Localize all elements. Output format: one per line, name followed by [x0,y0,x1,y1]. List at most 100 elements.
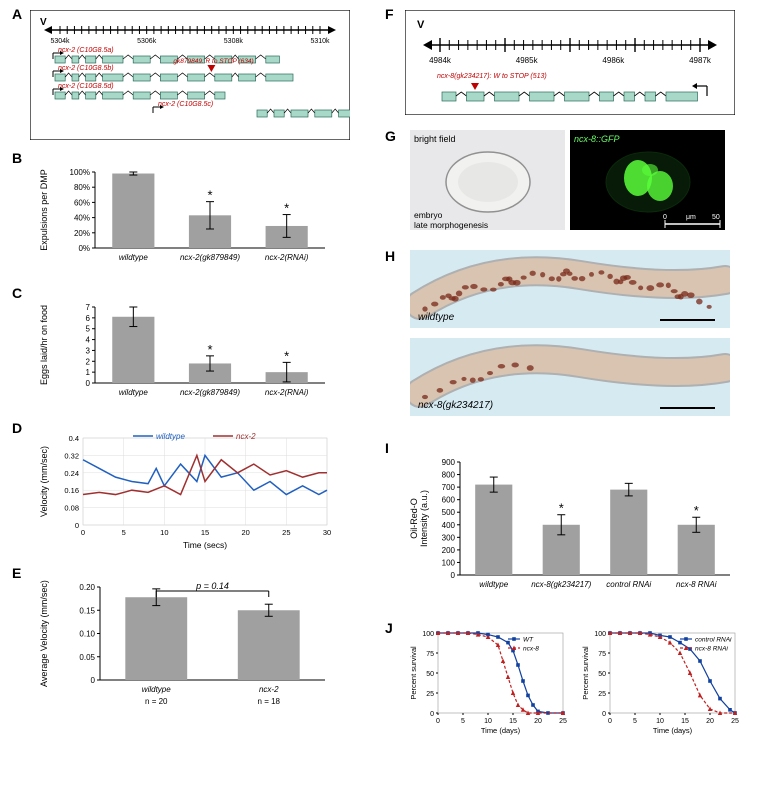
svg-text:Average Velocity (mm/sec): Average Velocity (mm/sec) [39,580,49,687]
svg-text:0.16: 0.16 [64,486,79,495]
svg-text:10: 10 [656,718,664,725]
svg-text:300: 300 [442,533,456,542]
svg-text:n = 20: n = 20 [145,697,168,706]
svg-text:50: 50 [426,671,434,678]
svg-text:5306k: 5306k [137,38,157,45]
svg-text:ncx-2(gk879849): ncx-2(gk879849) [180,388,240,397]
svg-text:*: * [207,188,212,203]
svg-text:ncx-2(RNAi): ncx-2(RNAi) [265,388,309,397]
panel-f: V 4984k4985k4986k4987k ncx-8(gk234217): … [405,10,735,115]
panel-e: 00.050.100.150.20Average Velocity (mm/se… [35,575,335,715]
svg-text:4984k: 4984k [429,56,452,65]
svg-text:ncx-2: ncx-2 [259,685,279,694]
svg-text:0.05: 0.05 [79,653,95,662]
svg-text:wildtype: wildtype [119,253,148,262]
panel-h: wildtypencx-8(gk234217) [410,250,730,420]
svg-text:20: 20 [706,718,714,725]
svg-text:wildtype: wildtype [418,312,455,323]
svg-text:0: 0 [91,676,96,685]
svg-text:5: 5 [86,325,91,334]
panel-d: 00.080.160.240.320.4051015202530Velocity… [35,430,335,550]
svg-text:15: 15 [681,718,689,725]
svg-text:0.4: 0.4 [69,434,79,443]
panel-b: 0%20%40%60%80%100%Expulsions per DMPwild… [35,160,335,270]
svg-text:75: 75 [598,651,606,658]
svg-text:Velocity (mm/sec): Velocity (mm/sec) [39,446,49,517]
svg-text:ncx-8(gk234217): W to STOP (51: ncx-8(gk234217): W to STOP (513) [437,73,547,80]
svg-text:ncx-8: ncx-8 [523,646,539,653]
svg-text:1: 1 [86,368,91,377]
svg-text:Percent survival: Percent survival [409,646,418,700]
svg-text:25: 25 [731,718,739,725]
panel-a: V 5304k5306k5308k5310k ncx-2 (C10G8.5a)n… [30,10,350,140]
svg-text:Expulsions per DMP: Expulsions per DMP [39,169,49,251]
panel-h-label: H [385,248,395,264]
svg-text:0.08: 0.08 [64,504,79,513]
svg-text:3: 3 [86,346,91,355]
svg-text:25: 25 [426,691,434,698]
svg-text:0.32: 0.32 [64,451,79,460]
svg-text:400: 400 [442,521,456,530]
svg-text:15: 15 [509,718,517,725]
svg-text:100: 100 [594,631,606,638]
panel-g: bright field embryolate morphogenesis ncx-… [410,130,730,230]
svg-text:ncx-8::GFP: ncx-8::GFP [574,134,620,144]
svg-text:0: 0 [75,521,79,530]
svg-text:*: * [559,501,564,516]
svg-text:25: 25 [282,528,290,537]
svg-text:500: 500 [442,508,456,517]
chrom-label: V [40,17,47,28]
svg-text:5310k: 5310k [310,38,330,45]
svg-text:wildtype: wildtype [156,432,185,441]
svg-text:ncx-8 RNAi: ncx-8 RNAi [676,580,717,589]
panel-d-label: D [12,420,22,436]
svg-text:control RNAi: control RNAi [695,637,732,644]
svg-text:Intensity (a.u.): Intensity (a.u.) [419,490,429,547]
svg-text:n = 18: n = 18 [258,697,281,706]
chrom-label-f: V [417,19,425,31]
svg-text:50: 50 [712,214,720,221]
svg-text:μm: μm [686,214,696,221]
svg-text:50: 50 [598,671,606,678]
svg-text:*: * [207,342,212,357]
svg-text:0%: 0% [78,244,90,253]
panel-a-label: A [12,6,22,22]
svg-text:ncx-2(gk879849): ncx-2(gk879849) [180,253,240,262]
svg-text:40%: 40% [74,214,90,223]
panel-b-label: B [12,150,22,166]
panel-c-label: C [12,285,22,301]
svg-text:Time (days): Time (days) [653,726,693,735]
svg-text:ncx-2 (C10G8.5b): ncx-2 (C10G8.5b) [58,65,114,72]
svg-text:Percent survival: Percent survival [581,646,590,700]
svg-text:5: 5 [122,528,126,537]
svg-text:ncx-8(gk234217): ncx-8(gk234217) [531,580,591,589]
svg-text:control RNAi: control RNAi [606,580,651,589]
svg-text:0: 0 [436,718,440,725]
panel-c: 01234567Eggs laid/hr on foodwildtype*ncx… [35,295,335,405]
svg-text:bright field: bright field [414,134,456,144]
svg-text:10: 10 [484,718,492,725]
svg-text:0: 0 [451,571,456,580]
svg-text:25: 25 [598,691,606,698]
svg-text:ncx-2: ncx-2 [236,432,256,441]
svg-text:embryo: embryo [414,210,443,220]
svg-text:20%: 20% [74,229,90,238]
panel-e-label: E [12,565,21,581]
svg-text:75: 75 [426,651,434,658]
svg-text:900: 900 [442,458,456,467]
svg-text:Time (days): Time (days) [481,726,521,735]
svg-text:5: 5 [633,718,637,725]
svg-text:700: 700 [442,483,456,492]
svg-text:wildtype: wildtype [119,388,148,397]
panel-f-label: F [385,6,394,22]
svg-text:2: 2 [86,357,91,366]
svg-text:wildtype: wildtype [479,580,508,589]
svg-text:4: 4 [86,336,91,345]
svg-text:late morphogenesis: late morphogenesis [414,220,488,230]
svg-text:100: 100 [422,631,434,638]
svg-text:0: 0 [602,711,606,718]
svg-text:20: 20 [241,528,249,537]
svg-text:100: 100 [442,558,456,567]
svg-text:4987k: 4987k [689,56,712,65]
svg-text:Eggs laid/hr on food: Eggs laid/hr on food [39,305,49,385]
